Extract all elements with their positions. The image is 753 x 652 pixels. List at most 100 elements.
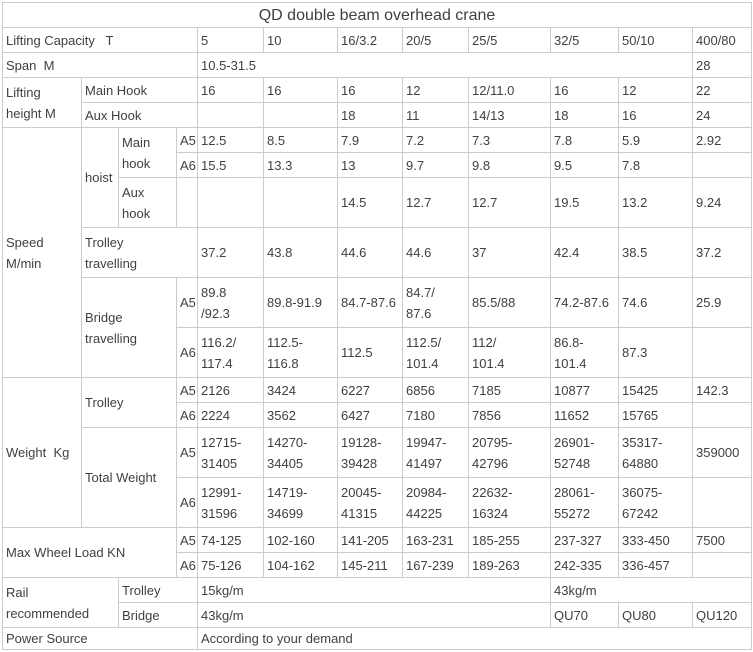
- value-cell: 5.9: [618, 127, 693, 153]
- value-cell: 3562: [263, 402, 338, 428]
- max-wheel-load-label: Max Wheel Load KN: [2, 527, 177, 578]
- value-cell: 16: [337, 77, 403, 103]
- a5-label: A5: [176, 127, 198, 153]
- value-cell: 37: [468, 227, 551, 278]
- value-cell: 86.8- 101.4: [550, 327, 619, 378]
- value-cell: 44.6: [402, 227, 469, 278]
- speed-aux-hook-row: Aux hook 14.5 12.7 12.7 19.5 13.2 9.24: [3, 177, 753, 228]
- speed-main-hook-a6-row: A6 15.5 13.3 13 9.7 9.8 9.5 7.8: [3, 152, 753, 178]
- value-cell: 9.5: [550, 152, 619, 178]
- aux-hook-row: Aux Hook 18 11 14/13 18 16 24: [3, 102, 753, 128]
- value-cell: 18: [337, 102, 403, 128]
- rail-trolley-row: Rail recommended Trolley 15kg/m 43kg/m: [2, 577, 753, 628]
- value-cell: 14270- 34405: [263, 427, 338, 478]
- value-cell: 89.8-91.9: [263, 277, 338, 328]
- value-cell: [691, 327, 753, 378]
- weight-section-label: Weight Kg: [2, 377, 82, 528]
- value-cell: 14719- 34699: [263, 477, 338, 528]
- value-cell: 2224: [197, 402, 264, 428]
- value-cell: 6856: [402, 377, 469, 403]
- value-cell: 3424: [263, 377, 338, 403]
- value-cell: 112.5/ 101.4: [402, 327, 469, 378]
- value-cell: 6227: [337, 377, 403, 403]
- value-cell: 167-239: [402, 552, 469, 578]
- value-cell: 15.5: [197, 152, 264, 178]
- a6-label: A6: [176, 402, 198, 428]
- value-cell: 14/13: [468, 102, 551, 128]
- value-cell: 12715- 31405: [197, 427, 264, 478]
- speed-main-hook-label: Main hook: [118, 127, 177, 178]
- value-cell: 15kg/m: [197, 577, 551, 603]
- value-cell: [263, 177, 338, 228]
- speed-section-label: Speed M/min: [2, 127, 82, 378]
- value-cell: QU70: [550, 602, 619, 628]
- weight-total-a5-row: Total Weight A5 12715- 31405 14270- 3440…: [3, 427, 753, 528]
- rail-bridge-row: Bridge 43kg/m QU70 QU80 QU120: [3, 602, 753, 628]
- value-cell: 32/5: [550, 27, 619, 53]
- span-last-value: 28: [691, 52, 753, 78]
- value-cell: 43kg/m: [549, 577, 753, 603]
- aux-hook-label: Aux Hook: [81, 102, 198, 128]
- value-cell: 12/11.0: [468, 77, 551, 103]
- value-cell: 50/10: [618, 27, 693, 53]
- rail-bridge-label: Bridge: [118, 602, 198, 628]
- value-cell: 102-160: [263, 527, 338, 553]
- value-cell: 12.7: [468, 177, 551, 228]
- value-cell: [691, 477, 753, 528]
- value-cell: 37.2: [197, 227, 264, 278]
- lifting-capacity-label: Lifting Capacity T: [2, 27, 198, 53]
- value-cell: 15765: [618, 402, 693, 428]
- value-cell: 20/5: [402, 27, 469, 53]
- value-cell: [691, 552, 753, 578]
- a5-label: A5: [176, 377, 198, 403]
- value-cell: 16: [263, 77, 338, 103]
- lifting-height-label: Lifting height M: [2, 77, 82, 128]
- speed-bridge-a5-row: Bridge travelling A5 89.8 /92.3 89.8-91.…: [3, 277, 753, 378]
- speed-aux-hook-label: Aux hook: [118, 177, 177, 228]
- total-weight-label: Total Weight: [81, 427, 177, 528]
- value-cell: 36075- 67242: [618, 477, 693, 528]
- value-cell: 20795- 42796: [468, 427, 551, 478]
- a6-label: A6: [176, 327, 198, 378]
- value-cell: 43kg/m: [197, 602, 551, 628]
- value-cell: 74-125: [197, 527, 264, 553]
- power-source-label: Power Source: [2, 627, 198, 650]
- value-cell: 7.3: [468, 127, 551, 153]
- value-cell: [197, 102, 264, 128]
- value-cell: 16: [197, 77, 264, 103]
- value-cell: 185-255: [468, 527, 551, 553]
- value-cell: 5: [197, 27, 264, 53]
- value-cell: 163-231: [402, 527, 469, 553]
- value-cell: 16: [550, 77, 619, 103]
- value-cell: 28061- 55272: [550, 477, 619, 528]
- value-cell: 2.92: [691, 127, 753, 153]
- value-cell: 242-335: [550, 552, 619, 578]
- lifting-capacity-row: Lifting Capacity T 5 10 16/3.2 20/5 25/5…: [2, 27, 753, 53]
- value-cell: 2126: [197, 377, 264, 403]
- value-cell: 37.2: [691, 227, 753, 278]
- value-cell: 19128- 39428: [337, 427, 403, 478]
- value-cell: 9.8: [468, 152, 551, 178]
- value-cell: 22: [691, 77, 753, 103]
- a5-label: A5: [176, 527, 198, 553]
- value-cell: 7.2: [402, 127, 469, 153]
- value-cell: 22632- 16324: [468, 477, 551, 528]
- bridge-travelling-label: Bridge travelling: [81, 277, 177, 378]
- value-cell: 9.7: [402, 152, 469, 178]
- value-cell: 237-327: [550, 527, 619, 553]
- rail-trolley-label: Trolley: [118, 577, 198, 603]
- value-cell: 19947- 41497: [402, 427, 469, 478]
- speed-main-hook-a5-row: Speed M/min hoist Main hook A5 12.5 8.5 …: [2, 127, 753, 378]
- value-cell: 7.9: [337, 127, 403, 153]
- value-cell: 89.8 /92.3: [197, 277, 264, 328]
- value-cell: 25.9: [691, 277, 753, 328]
- value-cell: 7.8: [618, 152, 693, 178]
- value-cell: 85.5/88: [468, 277, 551, 328]
- weight-trolley-label: Trolley: [81, 377, 177, 428]
- value-cell: 112.5: [337, 327, 403, 378]
- title-row: QD double beam overhead crane: [1, 2, 753, 28]
- value-cell: 359000: [691, 427, 753, 478]
- value-cell: [197, 177, 264, 228]
- max-wheel-a6-row: A6 75-126 104-162 145-211 167-239 189-26…: [3, 552, 753, 578]
- value-cell: 13: [337, 152, 403, 178]
